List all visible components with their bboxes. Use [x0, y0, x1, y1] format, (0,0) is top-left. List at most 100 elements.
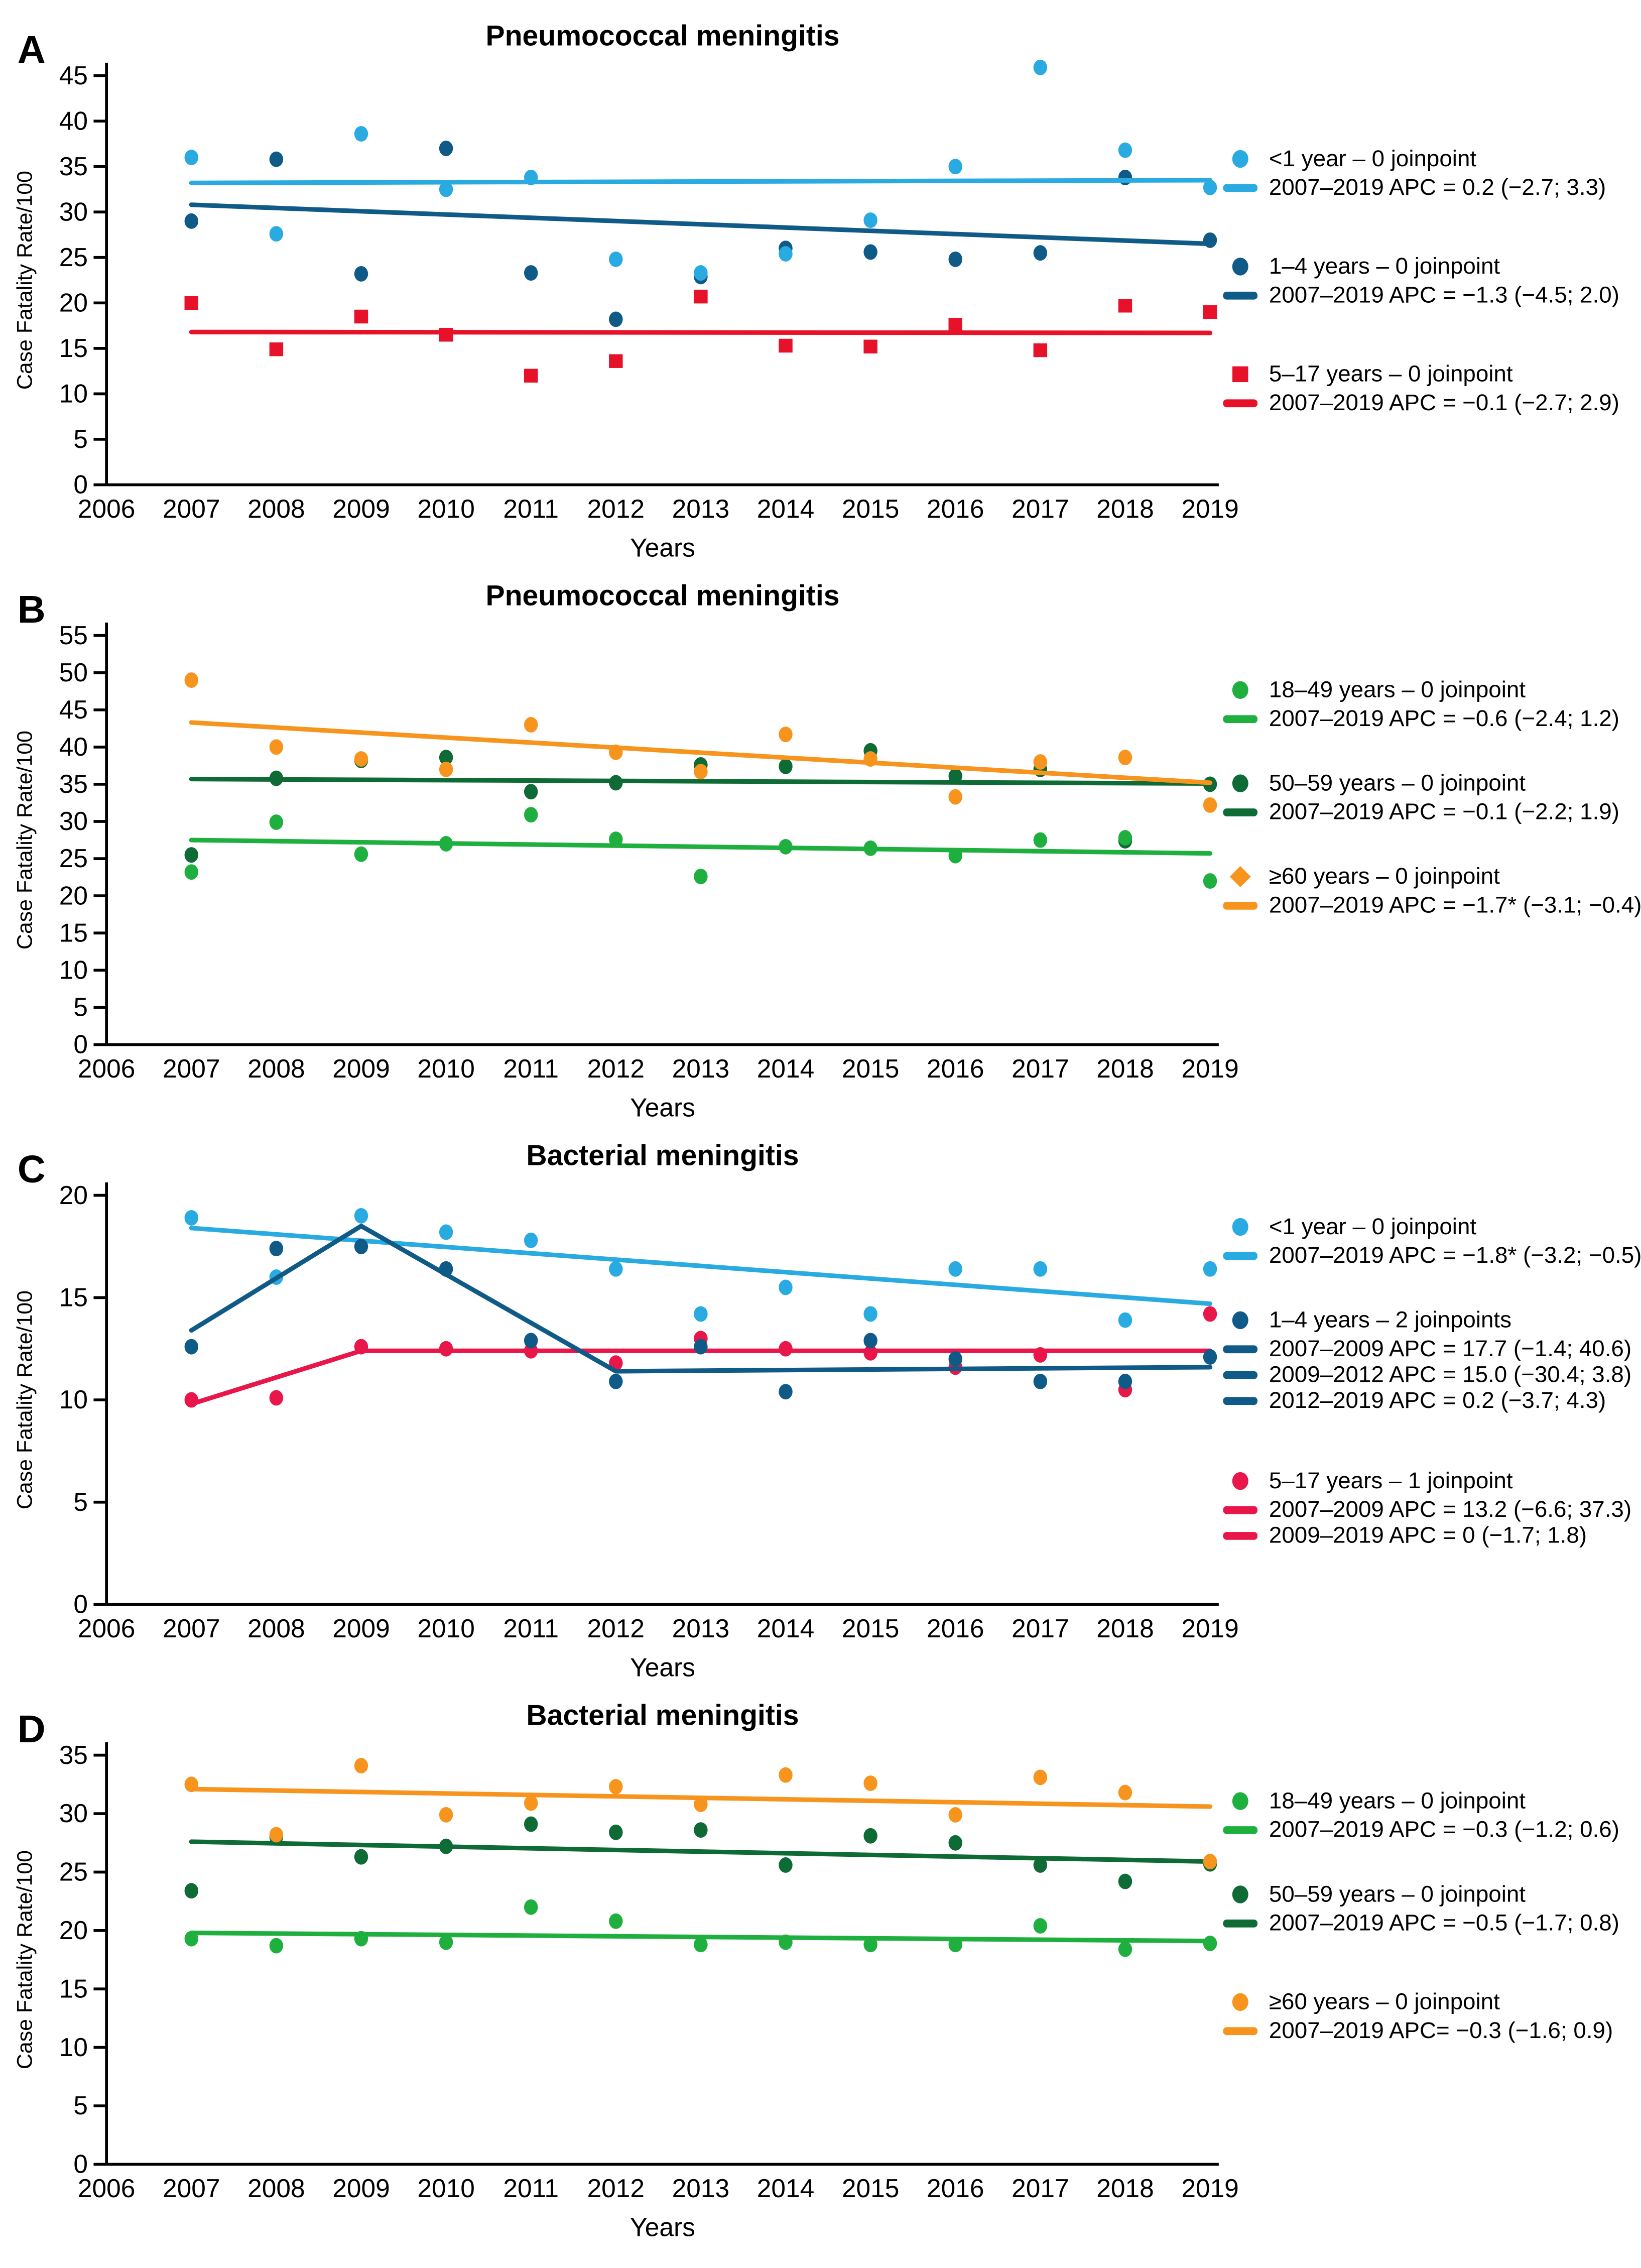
x-tick-label: 2013: [672, 2174, 729, 2203]
y-tick-label: 50: [59, 658, 88, 687]
legend-marker: [1232, 1993, 1248, 2011]
y-tick-label: 40: [59, 732, 88, 761]
legend-series-name: 5–17 years – 1 joinpoint: [1269, 1468, 1513, 1493]
legend-line-swatch: [1223, 399, 1258, 408]
legend-apc-text: 2007–2009 APC = 17.7 (−1.4; 40.6): [1269, 1336, 1631, 1361]
data-point: [524, 1333, 538, 1349]
legend-line-swatch: [1223, 1397, 1258, 1405]
legend-series-name: 50–59 years – 0 joinpoint: [1269, 1881, 1526, 1906]
data-point: [439, 750, 453, 766]
trend-line: [189, 838, 1213, 856]
data-point: [779, 1279, 793, 1295]
legend-line-swatch: [1223, 2027, 1258, 2036]
legend-apc-text: 2007–2019 APC = 0.2 (−2.7; 3.3): [1269, 174, 1606, 200]
series-lightblue: [184, 59, 1217, 281]
data-point: [863, 1345, 877, 1361]
legend-apc-text: 2007–2019 APC = −0.1 (−2.2; 1.9): [1269, 799, 1619, 824]
data-point: [184, 1931, 198, 1947]
x-tick-label: 2006: [78, 494, 135, 523]
data-point: [184, 1339, 198, 1355]
y-axis-label: Case Fatality Rate/100: [13, 731, 37, 949]
legend-marker: [1232, 258, 1248, 276]
legend-marker: [1232, 681, 1248, 699]
y-tick-label: 0: [73, 470, 88, 499]
data-point: [779, 1767, 793, 1783]
legend-series-name: 18–49 years – 0 joinpoint: [1269, 677, 1526, 702]
data-point: [948, 251, 962, 267]
x-tick-label: 2015: [842, 2174, 899, 2203]
data-point: [694, 1339, 708, 1355]
data-point: [1203, 179, 1217, 195]
legend-marker: [1232, 1792, 1248, 1810]
x-tick-label: 2016: [927, 494, 984, 523]
data-point: [1118, 1941, 1132, 1957]
trend-line: [189, 329, 1213, 335]
x-tick-label: 2009: [332, 494, 390, 523]
data-point: [1203, 232, 1217, 248]
legend-apc-text: 2007–2019 APC = −0.5 (−1.7; 0.8): [1269, 1909, 1619, 1935]
legend-line-swatch: [1223, 901, 1258, 910]
series-darkgreen: [184, 1816, 1217, 1899]
data-point: [1033, 59, 1048, 75]
x-tick-label: 2012: [587, 1054, 645, 1083]
x-tick-label: 2014: [757, 494, 814, 523]
y-tick-label: 10: [59, 955, 88, 984]
x-tick-label: 2010: [417, 2174, 474, 2203]
data-point: [609, 744, 623, 760]
data-point: [184, 672, 198, 688]
series-lightgreen: [184, 1899, 1217, 1957]
y-axis-label: Case Fatality Rate/100: [13, 1290, 37, 1509]
data-point: [948, 1351, 962, 1367]
data-point: [524, 717, 538, 733]
data-point: [863, 1775, 877, 1791]
series-lightgreen: [184, 807, 1217, 889]
data-point: [779, 1934, 793, 1950]
panel-title: Pneumococcal meningitis: [485, 580, 839, 612]
data-point: [694, 1796, 708, 1812]
x-tick-label: 2019: [1181, 1614, 1238, 1643]
x-tick-label: 2013: [672, 1054, 729, 1083]
data-point: [184, 213, 198, 229]
legend-apc-text: 2007–2019 APC = −1.8* (−3.2; −0.5): [1269, 1242, 1641, 1268]
panel-letter: D: [18, 1708, 46, 1751]
x-tick-label: 2007: [163, 1614, 220, 1643]
x-tick-label: 2006: [78, 1054, 135, 1083]
data-point: [184, 1776, 198, 1793]
data-point: [1203, 797, 1217, 813]
data-point: [779, 727, 793, 743]
legend-marker: [1232, 1311, 1248, 1330]
y-tick-label: 55: [59, 621, 88, 650]
data-point: [609, 1373, 623, 1389]
panel-a-chart: A Pneumococcal meningitis Case Fatality Ra…: [13, 20, 1619, 562]
data-point: [354, 1931, 368, 1947]
y-tick-label: 35: [59, 1740, 88, 1769]
panel-letter: A: [18, 28, 46, 71]
legend-marker: [1232, 1885, 1248, 1903]
legend-marker: [1232, 366, 1248, 383]
data-point: [863, 339, 877, 353]
y-tick-label: 30: [59, 197, 88, 226]
legend-apc-text: 2007–2019 APC = −1.7* (−3.1; −0.4): [1269, 892, 1641, 917]
data-point: [269, 739, 284, 755]
data-point: [1118, 1784, 1132, 1801]
y-tick-label: 5: [73, 424, 88, 453]
legend-line-swatch: [1223, 1371, 1258, 1379]
data-point: [354, 266, 368, 282]
x-tick-label: 2009: [332, 2174, 390, 2203]
data-point: [354, 309, 368, 324]
data-point: [694, 265, 708, 281]
y-tick-label: 25: [59, 844, 88, 873]
x-tick-label: 2015: [842, 1614, 899, 1643]
x-tick-label: 2014: [757, 1054, 814, 1083]
y-axis-label: Case Fatality Rate/100: [13, 171, 37, 390]
legend-apc-text: 2009–2019 APC = 0 (−1.7; 1.8): [1269, 1522, 1587, 1548]
y-tick-label: 0: [73, 1030, 88, 1059]
data-point: [1118, 170, 1132, 185]
x-tick-label: 2010: [417, 494, 474, 523]
data-point: [863, 212, 877, 228]
data-point: [524, 1816, 538, 1832]
data-point: [1118, 1312, 1132, 1328]
data-point: [354, 1208, 368, 1224]
x-tick-label: 2010: [417, 1054, 474, 1083]
data-point: [439, 1224, 453, 1240]
